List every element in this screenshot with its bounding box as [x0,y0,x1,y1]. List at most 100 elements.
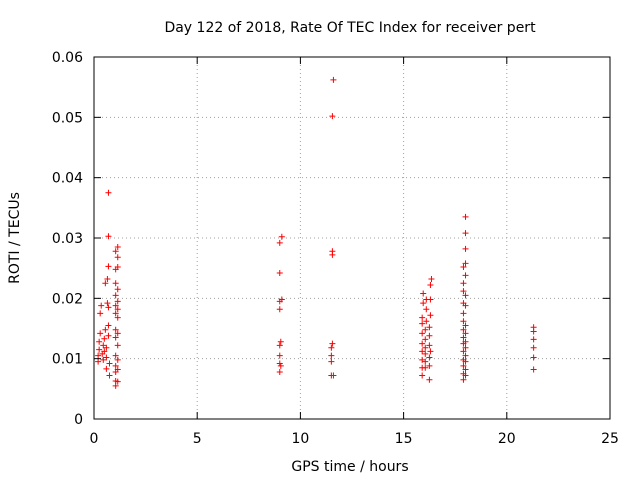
data-point [114,298,121,305]
data-point [460,318,467,325]
data-point [530,324,537,331]
data-point [112,248,119,255]
data-point [102,280,109,287]
data-point [102,326,109,333]
data-point [276,306,283,313]
y-tick-label: 0.04 [52,171,83,187]
data-point [100,342,107,349]
y-tick-label: 0.01 [52,352,83,368]
data-point [105,304,112,311]
data-point [114,314,121,321]
data-point [95,352,102,359]
data-point [460,310,467,317]
data-point [96,346,103,353]
data-points [95,76,537,389]
data-point [462,292,469,299]
data-point [276,342,283,349]
data-point [112,310,119,317]
data-point [112,302,119,309]
x-tick-label: 0 [90,431,99,447]
data-point [106,360,113,367]
data-point [329,248,336,255]
x-tick-label: 25 [601,431,619,447]
data-point [460,376,467,383]
y-tick-label: 0.05 [52,110,83,126]
data-point [460,280,467,287]
data-point [330,76,337,83]
y-tick-label: 0 [74,412,83,428]
data-point [462,260,469,267]
data-point [112,292,119,299]
x-tick-label: 10 [291,431,309,447]
x-tick-label: 5 [193,431,202,447]
data-point [114,342,121,349]
data-point [101,348,108,355]
data-point [422,336,429,343]
data-point [419,340,426,347]
data-point [112,352,119,359]
data-point [328,352,335,359]
data-point [98,302,105,309]
data-point [95,358,102,365]
data-point [103,344,110,351]
data-point [426,376,433,383]
data-point [530,366,537,373]
data-point [462,213,469,220]
data-point [100,356,107,363]
data-point [276,352,283,359]
data-point [112,362,119,369]
data-point [112,334,119,341]
y-tick-label: 0.03 [52,231,83,247]
data-point [114,244,121,251]
data-point [422,350,429,357]
data-point [427,348,434,355]
data-point [462,366,469,373]
data-point [419,314,426,321]
data-point [276,269,283,276]
data-point [419,372,426,379]
data-point [460,288,467,295]
data-point [423,318,430,325]
data-point [277,338,284,345]
data-point [420,290,427,297]
x-axis-label: GPS time / hours [291,459,408,475]
data-point [329,113,336,120]
data-point [460,263,467,270]
axis-ticks: 0 0.01 0.02 0.03 0.04 0.05 0.06 0 5 10 15 20 25 [52,50,619,447]
data-point [114,254,121,261]
data-point [423,306,430,313]
data-point [419,348,426,355]
data-point [278,296,285,303]
data-point [278,233,285,240]
data-point [114,286,121,293]
data-point [114,306,121,313]
data-point [112,280,119,287]
data-point [460,326,467,333]
data-point [427,312,434,319]
data-point [103,365,110,372]
data-point [462,372,469,379]
data-point [460,334,467,341]
data-point [105,322,112,329]
data-point [330,372,337,379]
data-point [114,263,121,270]
data-point [114,366,121,373]
data-point [422,364,429,371]
data-point [104,300,111,307]
data-point [114,378,121,385]
data-point [530,344,537,351]
chart-title: Day 122 of 2018, Rate Of TEC Index for r… [164,20,536,36]
data-point [462,245,469,252]
data-point [427,282,434,289]
data-point [101,335,108,342]
data-point [419,356,426,363]
data-point [104,276,111,283]
x-tick-label: 20 [498,431,516,447]
y-tick-label: 0.06 [52,50,83,66]
data-point [328,344,335,351]
data-point [97,330,104,337]
data-point [96,338,103,345]
